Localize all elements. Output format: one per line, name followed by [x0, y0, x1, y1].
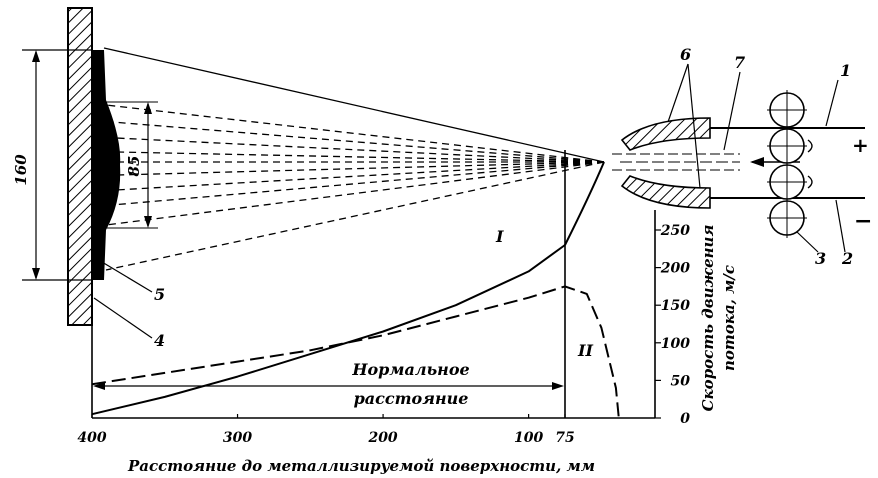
curve-label-II: II	[577, 341, 593, 360]
curve-I	[91, 244, 566, 416]
x-tick-label: 100	[514, 430, 543, 446]
chart-axes	[91, 150, 656, 419]
x-tick-label: 200	[367, 430, 397, 446]
callout-6: 6	[680, 45, 691, 64]
substrate-plate	[67, 7, 93, 326]
x-tick-label: 75	[555, 430, 574, 446]
x-tick-label: 400	[77, 430, 106, 446]
normal-distance-arrow	[93, 382, 564, 390]
normal-distance-label-2: расстояние	[354, 389, 469, 408]
y-tick-label: 50	[671, 373, 691, 389]
spray-cone	[103, 47, 605, 271]
x-axis-label: Расстояние до металлизируемой поверхност…	[127, 457, 595, 475]
y-tick-label: 150	[661, 298, 690, 314]
y-axis-label-2: потока, м/с	[720, 265, 738, 371]
dimension-160: 160	[12, 49, 92, 281]
dimension-85-label: 85	[125, 156, 143, 177]
y-tick-label: 200	[660, 261, 690, 277]
feed-rollers	[767, 90, 813, 238]
y-tick-label: 100	[661, 336, 690, 352]
callout-4: 4	[154, 331, 165, 350]
curve-II	[91, 285, 620, 419]
y-tick-label: 250	[660, 223, 690, 239]
x-tick-label: 300	[223, 430, 252, 446]
y-axis-ticks: 0 50 100 150 200 250	[655, 223, 690, 427]
polarity-plus: +	[852, 133, 869, 157]
nozzle	[612, 117, 740, 209]
callout-leaders	[93, 63, 846, 339]
x-axis-ticks: 400 300 200 100 75	[77, 414, 575, 446]
dimension-160-label: 160	[12, 154, 30, 186]
curve-label-I: I	[495, 227, 504, 246]
polarity-minus: −	[854, 208, 872, 234]
callout-5: 5	[154, 285, 165, 304]
callout-1: 1	[840, 61, 851, 80]
coating-layer	[92, 50, 121, 280]
y-tick-label: 0	[680, 411, 690, 427]
y-axis-label-1: Скорость движения	[699, 225, 717, 412]
velocity-curves	[91, 161, 620, 419]
normal-distance-label-1: Нормальное	[351, 360, 469, 379]
curve-I-extension	[564, 161, 605, 246]
callout-2: 2	[841, 249, 853, 268]
callout-3: 3	[815, 249, 826, 268]
callout-7: 7	[734, 53, 745, 72]
